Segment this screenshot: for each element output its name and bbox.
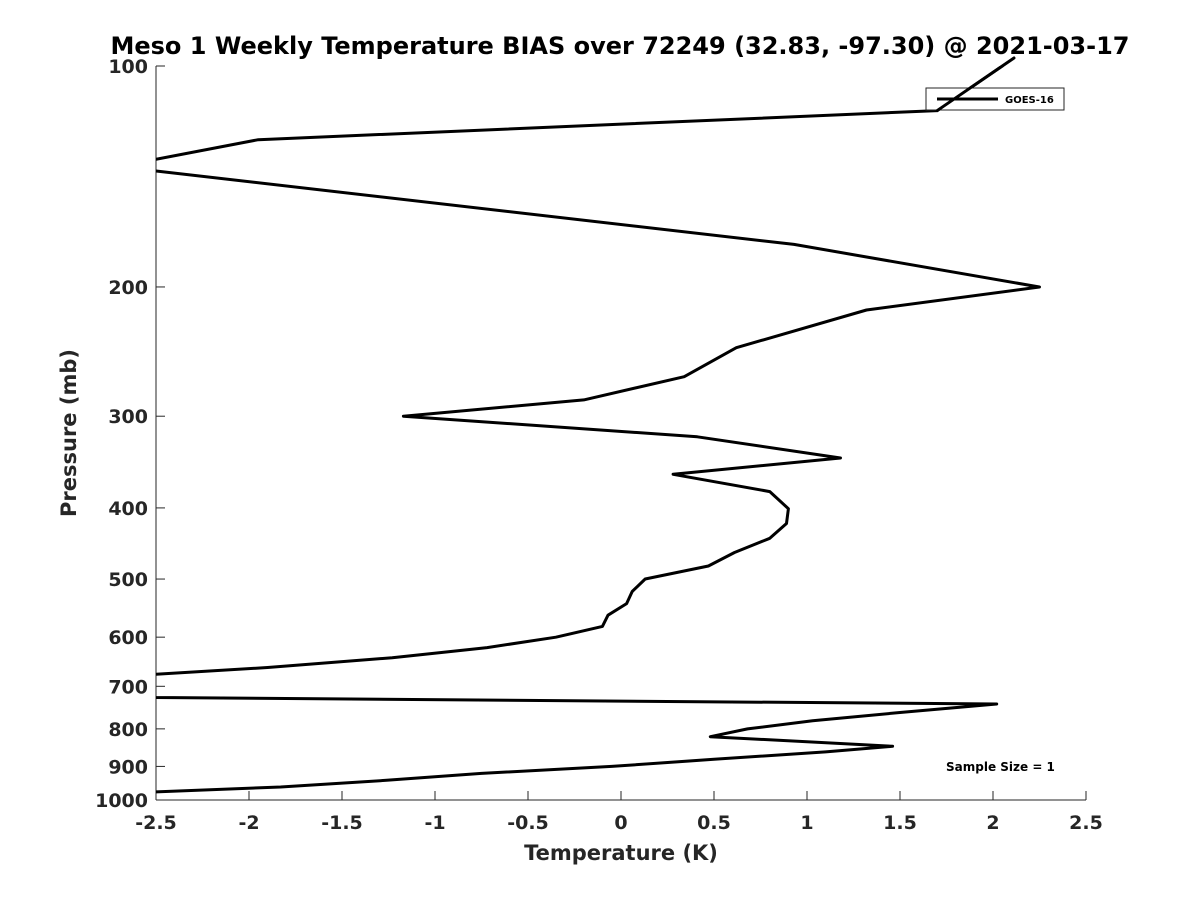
series-line-goes-16: [156, 66, 1041, 794]
series-line-top-extension: [935, 56, 1016, 113]
y-axis-label: Pressure (mb): [57, 349, 81, 517]
x-tick-label: -0.5: [507, 812, 549, 834]
x-tick-label: -2.5: [135, 812, 177, 834]
y-tick-label: 700: [108, 676, 148, 698]
x-tick-label: 2.5: [1069, 812, 1103, 834]
plot-area: [155, 66, 1086, 801]
y-tick-label: 100: [108, 56, 148, 78]
sample-size-annotation: Sample Size = 1: [946, 760, 1055, 774]
legend: GOES-16: [925, 87, 1065, 111]
x-tick-label: 2: [986, 812, 999, 834]
x-tick-label: 0: [614, 812, 627, 834]
x-tick-label: -2: [238, 812, 259, 834]
y-tick-label: 300: [108, 406, 148, 428]
y-tick-label: 600: [108, 627, 148, 649]
x-tick-label: 0.5: [697, 812, 731, 834]
y-tick-label: 900: [108, 756, 148, 778]
x-axis-label: Temperature (K): [524, 841, 718, 865]
x-axis-ticks: -2.5 -2 -1.5 -1 -0.5 0 0.5 1 1.5 2 2.5: [135, 791, 1103, 834]
x-tick-label: -1: [424, 812, 445, 834]
plot-background: [156, 66, 1086, 800]
y-axis-ticks: 100 200 300 400 500 600 700 800 900 1000: [95, 56, 165, 812]
legend-label-goes-16: GOES-16: [1005, 95, 1054, 106]
y-tick-label: 800: [108, 719, 148, 741]
y-tick-label: 400: [108, 498, 148, 520]
chart-title: Meso 1 Weekly Temperature BIAS over 7224…: [110, 32, 1129, 60]
x-tick-label: 1: [800, 812, 813, 834]
x-tick-label: 1.5: [883, 812, 917, 834]
y-tick-label: 1000: [95, 790, 148, 812]
x-tick-label: -1.5: [321, 812, 363, 834]
y-tick-label: 200: [108, 277, 148, 299]
y-tick-label: 500: [108, 569, 148, 591]
